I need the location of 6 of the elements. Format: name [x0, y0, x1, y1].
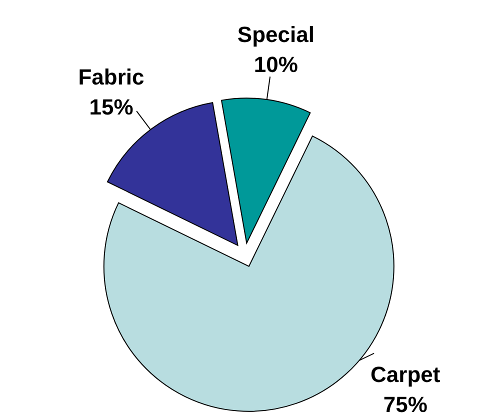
slice-label: Carpet [370, 362, 441, 387]
slice-label: Fabric [78, 64, 144, 90]
data-label: 10% [254, 52, 298, 77]
data-label: 15% [89, 94, 134, 120]
data-label: 75% [383, 392, 428, 415]
slice-label: Special [237, 22, 314, 47]
